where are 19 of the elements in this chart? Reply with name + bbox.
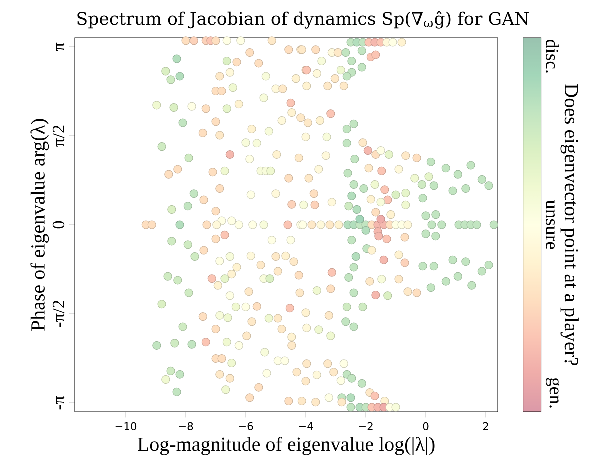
x-tick-label: −2 <box>359 422 373 430</box>
color-bar-label: unsure <box>546 200 555 250</box>
color-bar-title: Does eigenvector point at a player? <box>560 84 579 366</box>
x-tick-label: −8 <box>179 422 194 430</box>
y-tick-label: π <box>56 42 65 52</box>
y-tick-label: -π <box>56 396 65 410</box>
color-bar-label: gen. <box>546 378 560 408</box>
chart-title: Spectrum of Jacobian of dynamics Sp(∇$_{ω}$ĝ) for GAN <box>78 11 529 29</box>
x-tick-label: 0 <box>423 422 429 430</box>
y-tick-label: 0 <box>52 221 65 229</box>
y-tick-label: π/2 <box>52 126 65 147</box>
x-tick-label: −6 <box>239 422 254 430</box>
x-tick-label: −10 <box>116 422 137 430</box>
x-axis-title: Log-magnitude of eigenvalue log(|λ|) <box>138 436 435 456</box>
y-tick-label: -π/2 <box>52 300 65 328</box>
y-axis-title: Phase of eigenvalue arg(λ) <box>30 119 50 331</box>
color-bar-label: disc. <box>546 40 560 73</box>
x-tick-label: 2 <box>483 422 488 430</box>
x-tick-label: −4 <box>299 422 314 430</box>
